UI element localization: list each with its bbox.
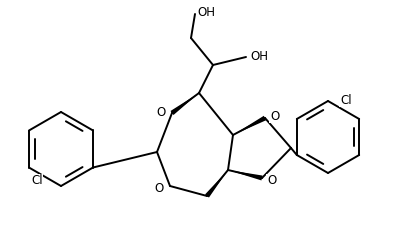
Text: O: O (267, 174, 276, 187)
Polygon shape (171, 93, 199, 115)
Text: Cl: Cl (340, 93, 352, 106)
Text: OH: OH (197, 5, 215, 18)
Text: Cl: Cl (31, 174, 42, 187)
Text: O: O (270, 110, 279, 122)
Polygon shape (233, 116, 266, 135)
Text: OH: OH (250, 51, 268, 63)
Polygon shape (205, 170, 228, 198)
Polygon shape (228, 170, 262, 181)
Text: O: O (157, 106, 166, 119)
Text: O: O (155, 182, 164, 195)
